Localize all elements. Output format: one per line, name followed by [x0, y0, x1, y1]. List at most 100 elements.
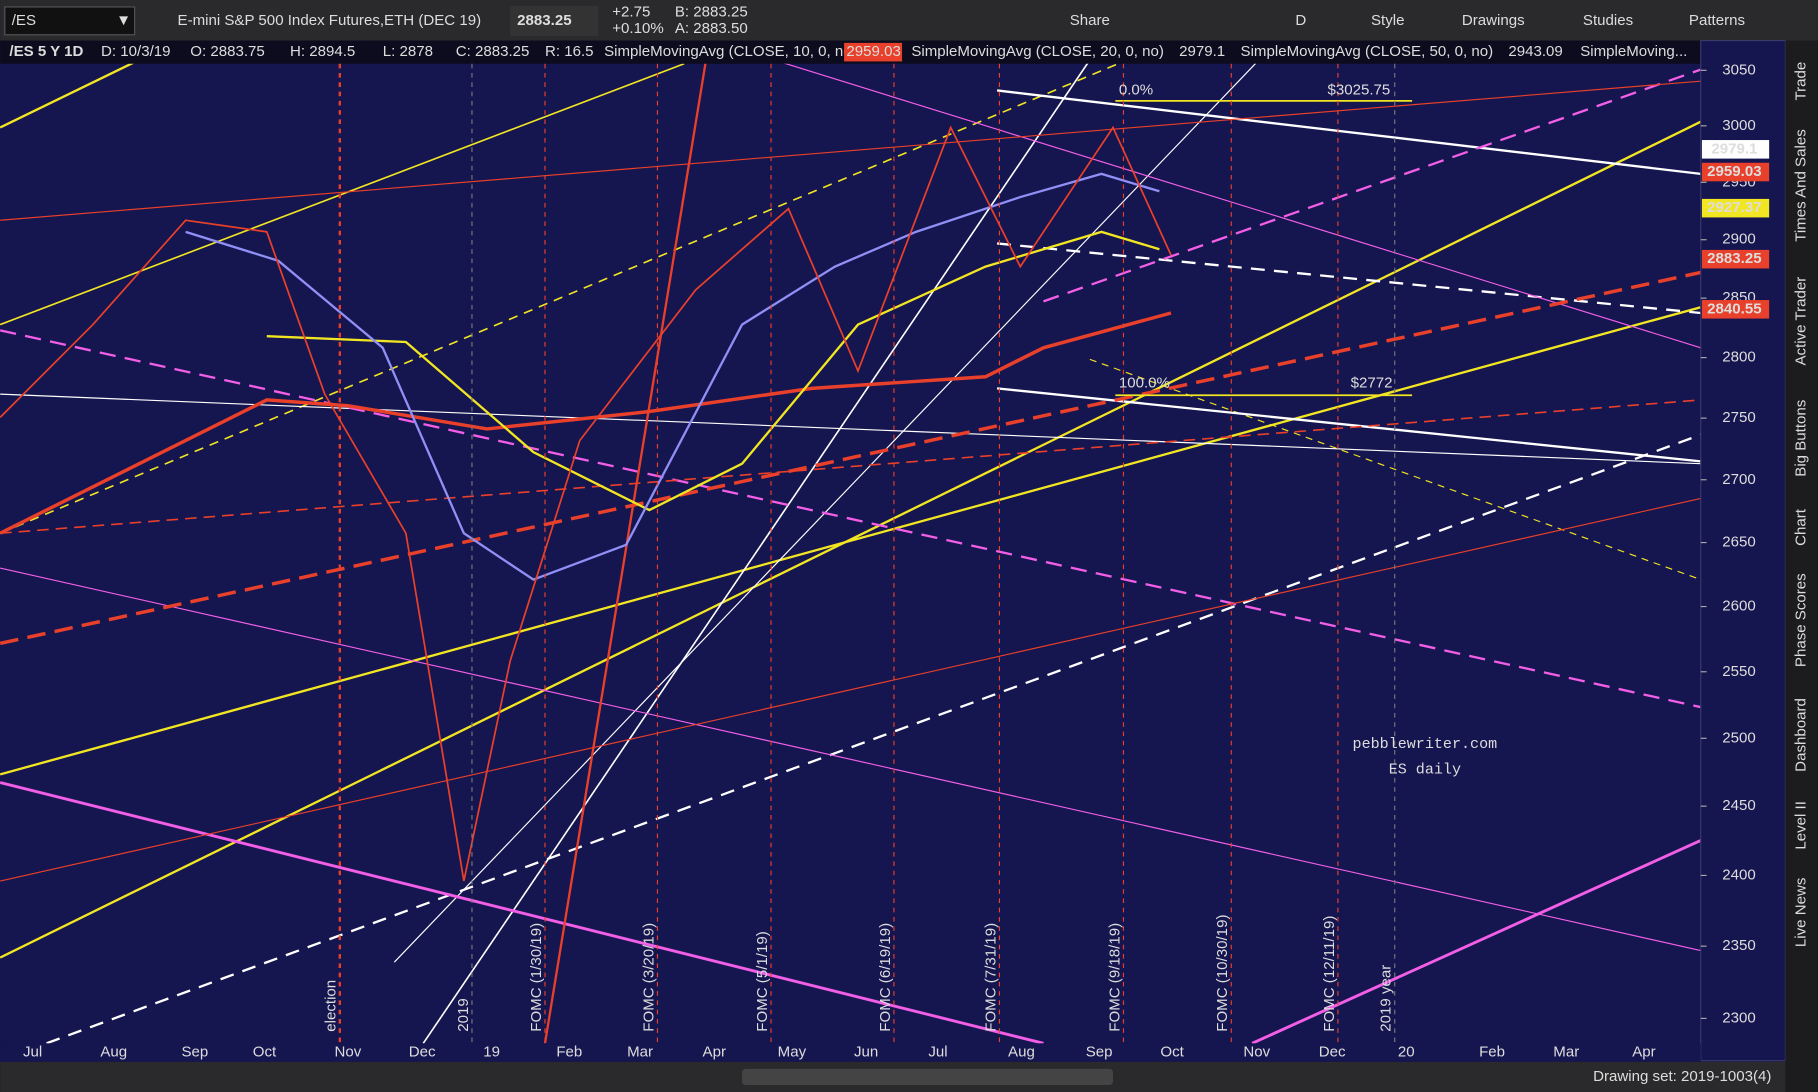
x-tick-label: Nov	[1243, 1044, 1270, 1061]
study-value: 2959.03	[846, 43, 900, 60]
change-pct: +0.10%	[612, 20, 664, 37]
x-tick-label: Apr	[1632, 1044, 1655, 1061]
x-tick-label: Mar	[1553, 1044, 1579, 1061]
side-tab[interactable]: Times And Sales	[1793, 129, 1810, 241]
event-label: election	[323, 980, 340, 1032]
price-tag	[1701, 140, 1770, 159]
side-tab[interactable]: Chart	[1793, 508, 1810, 546]
side-tab[interactable]: Active Trader	[1793, 277, 1810, 366]
fib-label: 100.0%	[1119, 375, 1170, 392]
event-label: FOMC (5/1/19)	[754, 931, 771, 1031]
x-tick-label: Dec	[409, 1044, 436, 1061]
last-price: 2883.25	[517, 12, 571, 29]
toolbar-button[interactable]: D	[1295, 12, 1306, 29]
x-tick-label: May	[778, 1044, 807, 1061]
header-item: D: 10/3/19	[101, 43, 171, 60]
y-tick-label: 2400	[1722, 866, 1756, 883]
symbol-box[interactable]	[4, 6, 136, 36]
x-tick-label: Nov	[335, 1044, 362, 1061]
side-tab[interactable]: Trade	[1793, 62, 1810, 101]
event-label: FOMC (1/30/19)	[528, 923, 545, 1032]
price-axis	[1700, 39, 1786, 1062]
x-tick-label: Feb	[556, 1044, 582, 1061]
x-tick-label: Mar	[627, 1044, 653, 1061]
study-value-box	[844, 42, 903, 62]
y-tick-label: 2700	[1722, 471, 1756, 488]
watermark: ES daily	[1389, 761, 1461, 779]
time-axis	[0, 1043, 1701, 1062]
toolbar-button[interactable]: Share	[1070, 12, 1110, 29]
x-tick-label: Sep	[182, 1044, 209, 1061]
side-tab[interactable]: Live News	[1793, 878, 1810, 947]
study-value: 2943.09	[1508, 43, 1562, 60]
event-label: 2019	[455, 998, 472, 1032]
header-item: C: 2883.25	[456, 43, 530, 60]
header-item: /ES 5 Y 1D	[9, 43, 83, 60]
x-tick-label: 20	[1398, 1044, 1415, 1061]
toolbar-button[interactable]: Studies	[1583, 12, 1633, 29]
x-tick-label: Oct	[1160, 1044, 1184, 1061]
x-tick-label: Aug	[100, 1044, 127, 1061]
price-tag-label: 2927.37	[1707, 199, 1761, 216]
side-tab[interactable]: Level II	[1793, 801, 1810, 850]
study-value: 2979.1	[1179, 43, 1225, 60]
ask: A: 2883.50	[675, 20, 748, 37]
event-label: FOMC (7/31/19)	[982, 923, 999, 1032]
description: E-mini S&P 500 Index Futures,ETH (DEC 19…	[178, 12, 482, 29]
scrollbar[interactable]	[742, 1068, 1114, 1086]
y-tick-label: 3050	[1722, 61, 1756, 78]
y-tick-label: 2500	[1722, 729, 1756, 746]
x-tick-label: 19	[483, 1044, 500, 1061]
x-tick-label: Jul	[23, 1044, 42, 1061]
y-tick-label: 2800	[1722, 349, 1756, 366]
x-tick-label: Dec	[1319, 1044, 1346, 1061]
watermark: pebblewriter.com	[1353, 735, 1498, 753]
x-tick-label: Feb	[1479, 1044, 1505, 1061]
toolbar-button[interactable]: Patterns	[1689, 12, 1745, 29]
header-item: L: 2878	[383, 43, 433, 60]
fib-label: 0.0%	[1119, 81, 1153, 98]
price-tag-label: 2979.1	[1711, 140, 1757, 157]
toolbar-button[interactable]: Style	[1371, 12, 1405, 29]
study-label: SimpleMovingAvg (CLOSE, 20, 0, no)	[911, 43, 1164, 60]
y-tick-label: 2600	[1722, 598, 1756, 615]
price-tag	[1701, 198, 1770, 218]
y-tick-label: 2900	[1722, 231, 1756, 248]
header-item: R: 16.5	[545, 43, 594, 60]
side-tab[interactable]: Dashboard	[1793, 698, 1810, 772]
event-label: FOMC (12/11/19)	[1321, 916, 1338, 1032]
y-tick-label: 2450	[1722, 797, 1756, 814]
change: +2.75	[612, 4, 650, 21]
price-tag	[1701, 300, 1770, 319]
event-label: FOMC (9/18/19)	[1106, 923, 1123, 1032]
fib-label: $2772	[1351, 375, 1393, 392]
status: Drawing set: 2019-1003(4)	[1593, 1068, 1771, 1085]
x-tick-label: Oct	[253, 1044, 277, 1061]
event-label: FOMC (6/19/19)	[877, 923, 894, 1032]
study-label: SimpleMovingAvg (CLOSE, 50, 0, no)	[1241, 43, 1494, 60]
last-box	[510, 5, 599, 36]
x-tick-label: Jun	[854, 1044, 878, 1061]
drawings	[0, 41, 1702, 1045]
event-label: 2019 year	[1378, 965, 1395, 1032]
fib-label: $3025.75	[1327, 81, 1390, 98]
header-item: H: 2894.5	[290, 43, 355, 60]
x-tick-label: Apr	[703, 1044, 726, 1061]
x-tick-label: Aug	[1008, 1044, 1035, 1061]
y-tick-label: 2550	[1722, 663, 1756, 680]
symbol[interactable]: /ES	[12, 12, 36, 29]
bid: B: 2883.25	[675, 4, 748, 21]
side-tab[interactable]: Phase Scores	[1793, 573, 1810, 667]
x-tick-label: Sep	[1086, 1044, 1113, 1061]
header-item: O: 2883.75	[190, 43, 265, 60]
side-tab[interactable]: Big Buttons	[1793, 400, 1810, 477]
toolbar-button[interactable]: Drawings	[1462, 12, 1525, 29]
y-tick-label: 2750	[1722, 409, 1756, 426]
dropdown: ▼	[116, 12, 131, 29]
price-tag-label: 2959.03	[1707, 163, 1761, 180]
study-label: SimpleMoving...	[1580, 43, 1687, 60]
side-tabs	[1785, 40, 1818, 1092]
price-tag	[1701, 162, 1770, 182]
